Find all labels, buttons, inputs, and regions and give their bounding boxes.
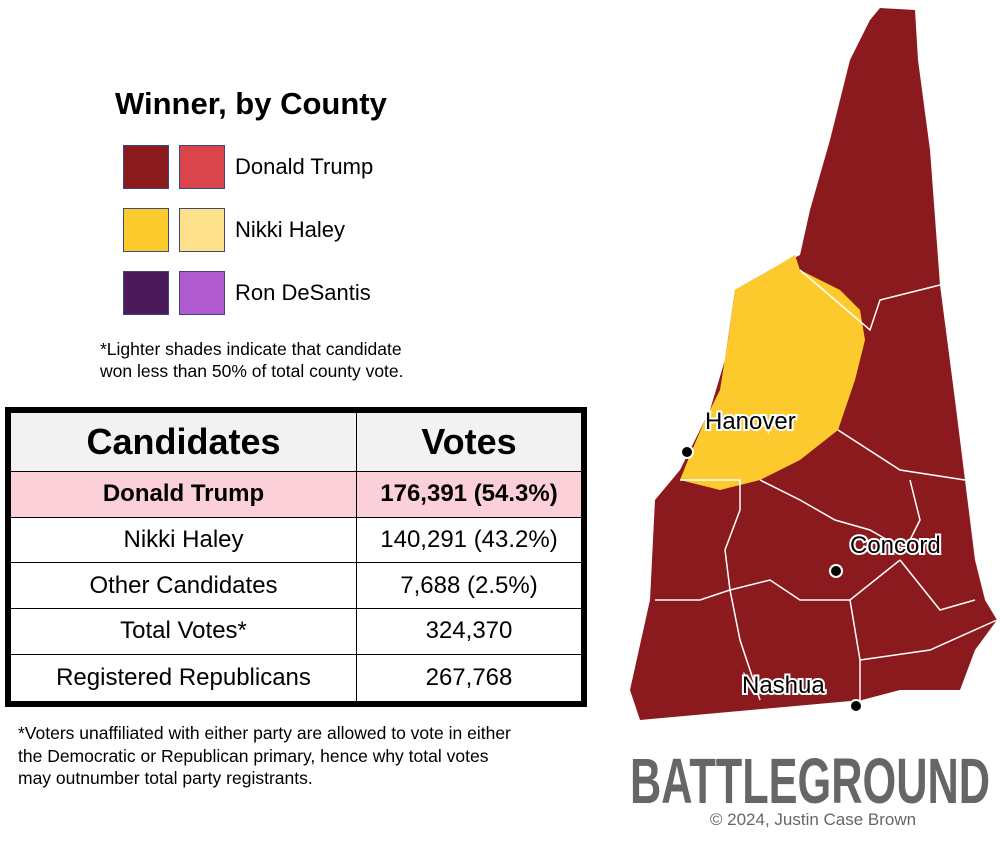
legend-item: Ron DeSantis <box>123 269 371 317</box>
legend-title: Winner, by County <box>115 86 387 121</box>
results-table: Candidates Votes Donald Trump 176,391 (54.3… <box>5 407 587 707</box>
table-cell: Nikki Haley <box>7 516 357 564</box>
text-line: won less than 50% of total county vote. <box>100 361 404 381</box>
county-borders <box>655 269 998 701</box>
header-cell: Votes <box>356 409 585 472</box>
legend-label: Ron DeSantis <box>235 280 371 305</box>
legend-swatch <box>123 145 169 189</box>
table-cell: 7,688 (2.5%) <box>356 562 585 610</box>
table-cell: Donald Trump <box>7 471 357 518</box>
legend-swatch <box>123 208 169 252</box>
city-dot <box>849 699 863 713</box>
table-cell: Total Votes* <box>7 608 357 655</box>
table-cell: Registered Republicans <box>7 653 357 705</box>
header-cell: Candidates <box>7 409 357 472</box>
table-cell: 176,391 (54.3%) <box>356 471 585 518</box>
text-line: *Lighter shades indicate that candidate <box>100 339 402 359</box>
legend-swatch <box>123 271 169 315</box>
table-row: Donald Trump 176,391 (54.3%) <box>7 471 585 518</box>
legend-label: Nikki Haley <box>235 217 346 242</box>
grafton-county <box>680 255 865 490</box>
table-cell: 324,370 <box>356 608 585 655</box>
logo: BATTLEGROUND <box>630 745 990 817</box>
table-row: Total Votes* 324,370 <box>7 608 585 655</box>
footnote: *Voters unaffiliated with either party a… <box>18 722 511 790</box>
city-dot <box>829 564 843 578</box>
legend-swatch <box>179 145 225 189</box>
table-cell: 267,768 <box>356 653 585 705</box>
city-dot <box>680 445 694 459</box>
table-row: Registered Republicans 267,768 <box>7 653 585 705</box>
legend-item: Nikki Haley <box>123 206 345 254</box>
table-cell: Other Candidates <box>7 562 357 610</box>
table-row: Other Candidates 7,688 (2.5%) <box>7 562 585 610</box>
legend-swatch <box>179 271 225 315</box>
legend-note: *Lighter shades indicate that candidate w… <box>100 338 404 382</box>
legend-item: Donald Trump <box>123 143 373 191</box>
city-label: Concord <box>850 532 941 559</box>
legend-swatch <box>179 208 225 252</box>
text-line: may outnumber total party registrants. <box>18 768 313 788</box>
table-row: Nikki Haley 140,291 (43.2%) <box>7 516 585 564</box>
text-line: *Voters unaffiliated with either party a… <box>18 723 511 743</box>
copyright: © 2024, Justin Case Brown <box>710 810 916 829</box>
city-label: Nashua <box>742 672 825 699</box>
table-header: Candidates Votes <box>7 409 585 472</box>
text-line: the Democratic or Republican primary, he… <box>18 745 489 766</box>
city-label: Hanover <box>705 408 796 435</box>
legend-label: Donald Trump <box>235 154 374 179</box>
table-cell: 140,291 (43.2%) <box>356 516 585 564</box>
